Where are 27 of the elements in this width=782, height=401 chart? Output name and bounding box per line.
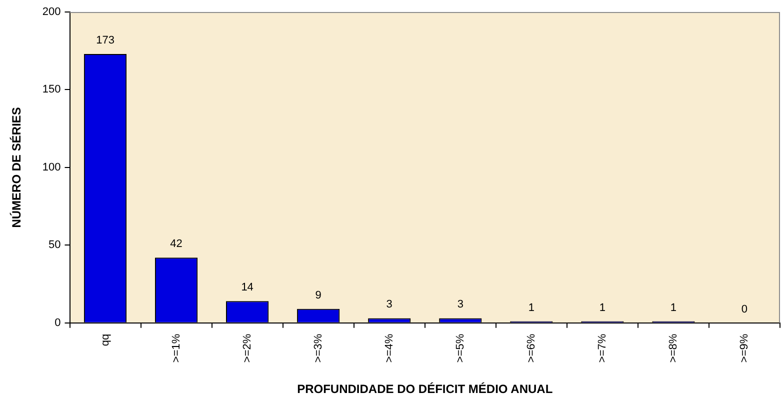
data-label: 3 (386, 298, 392, 311)
data-label: 1 (599, 302, 606, 314)
x-tick-label: >=3% (312, 334, 324, 363)
data-label: 1 (528, 302, 534, 314)
data-label: 173 (96, 34, 114, 46)
data-label: 3 (457, 298, 464, 311)
x-tick-label: >=5% (454, 334, 466, 363)
y-tick-label: 50 (48, 239, 61, 252)
y-tick-label: 100 (42, 161, 61, 174)
x-tick-label: >=4% (383, 334, 396, 363)
x-tick-label: >=2% (241, 334, 254, 363)
y-tick-label: 0 (54, 316, 61, 329)
x-tick-label: qq (99, 334, 112, 346)
y-tick-label: 200 (42, 6, 61, 18)
x-tick-label: >=6% (525, 334, 538, 363)
data-label: 9 (315, 289, 322, 302)
y-tick-label: 150 (42, 84, 61, 96)
data-label: 14 (241, 282, 254, 294)
y-axis-title: NÚMERO DE SÉRIES (10, 107, 24, 228)
x-tick-label: >=7% (596, 334, 608, 363)
data-label: 42 (170, 238, 182, 250)
x-tick-label: >=8% (667, 334, 680, 363)
x-tick-label: >=1% (170, 334, 182, 363)
data-label: 1 (670, 302, 677, 314)
x-tick-label: >=9% (738, 334, 751, 363)
data-label: 0 (741, 303, 748, 316)
x-axis-title: PROFUNDIDADE DO DÉFICIT MÉDIO ANUAL (297, 382, 553, 396)
